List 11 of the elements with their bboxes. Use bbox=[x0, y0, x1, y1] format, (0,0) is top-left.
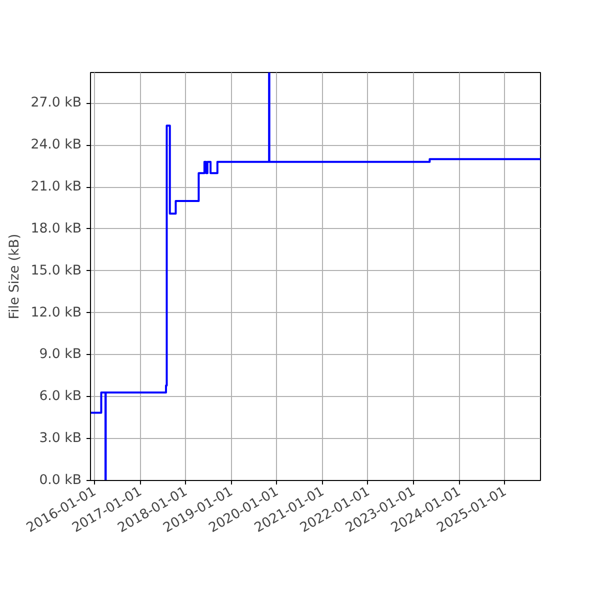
y-tick-label: 21.0 kB bbox=[30, 180, 82, 195]
y-tick-label: 27.0 kB bbox=[30, 96, 82, 111]
y-tick-label: 6.0 kB bbox=[39, 389, 82, 404]
y-tick-label: 24.0 kB bbox=[30, 138, 82, 153]
y-tick-label: 18.0 kB bbox=[30, 221, 82, 236]
y-tick-label: 12.0 kB bbox=[30, 305, 82, 320]
y-tick-label: 3.0 kB bbox=[39, 431, 82, 446]
y-tick-label: 0.0 kB bbox=[39, 473, 82, 488]
y-tick-label: 9.0 kB bbox=[39, 347, 82, 362]
y-axis-title: File Size (kB) bbox=[8, 234, 23, 320]
y-tick-label: 15.0 kB bbox=[30, 263, 82, 278]
